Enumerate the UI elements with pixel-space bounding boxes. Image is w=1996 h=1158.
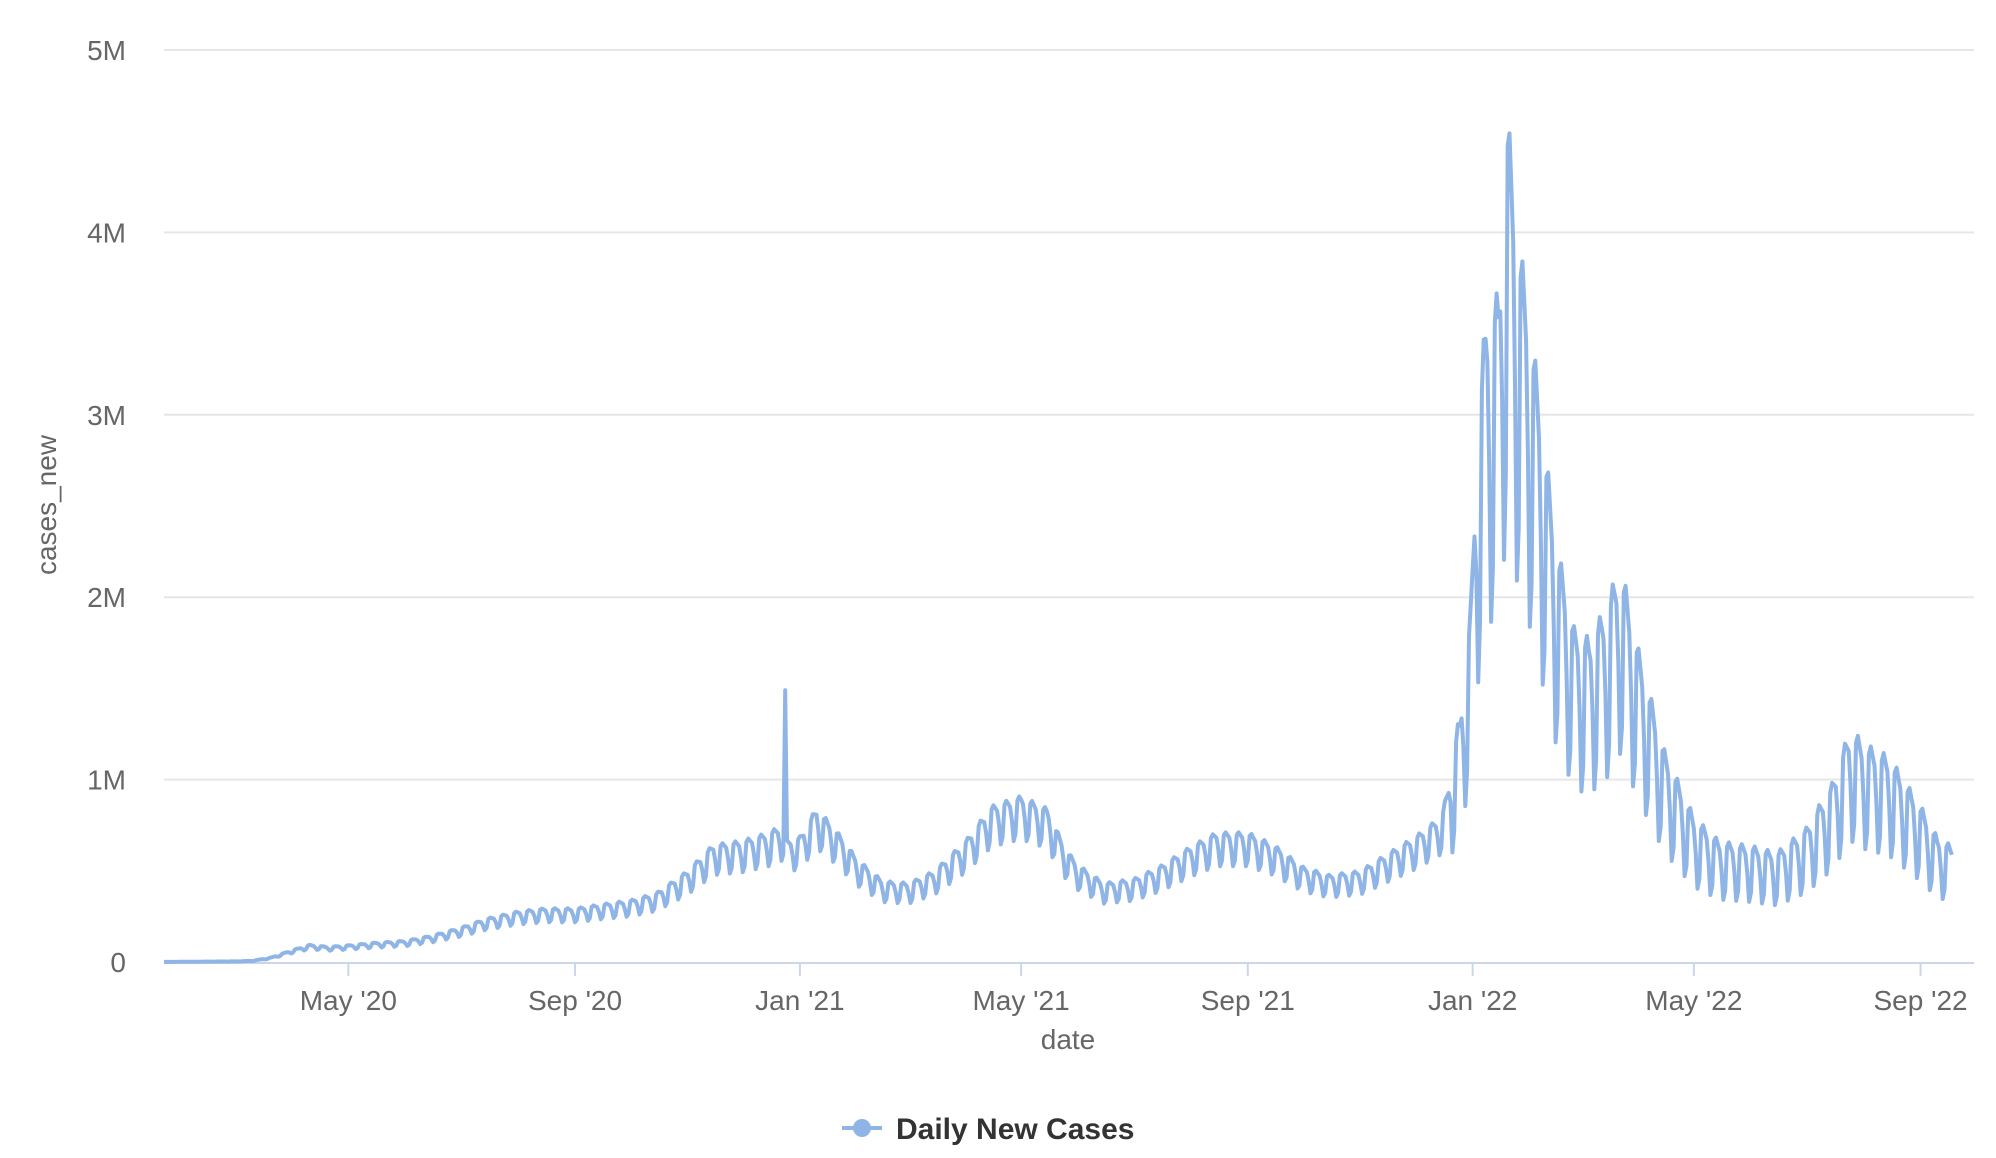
legend-point-marker — [853, 1119, 871, 1137]
y-tick-label: 5M — [87, 35, 126, 66]
legend[interactable]: Daily New Cases — [842, 1113, 1134, 1146]
x-tick-label: Sep '20 — [528, 985, 622, 1016]
legend-entry-daily-new-cases: Daily New Cases — [896, 1113, 1134, 1146]
y-tick-label: 2M — [87, 582, 126, 613]
x-axis: May '20 Sep '20 Jan '21 May '21 Sep '21 Jan '… — [164, 962, 1974, 1016]
x-tick-label: Jan '21 — [755, 985, 844, 1016]
y-tick-label: 1M — [87, 765, 126, 796]
y-tick-label: 0 — [110, 947, 126, 978]
y-tick-label: 3M — [87, 400, 126, 431]
series-layer — [163, 131, 1954, 964]
x-tick-label: May '22 — [1645, 985, 1742, 1016]
y-axis: 0 1M 2M 3M 4M 5M — [87, 35, 126, 978]
y-axis-title: cases_new — [31, 434, 62, 575]
x-tick-label: May '20 — [300, 985, 397, 1016]
x-tick-label: Sep '22 — [1874, 985, 1968, 1016]
x-axis-title: date — [1041, 1024, 1096, 1055]
x-tick-label: Sep '21 — [1201, 985, 1295, 1016]
x-tick-label: May '21 — [972, 985, 1069, 1016]
y-tick-label: 4M — [87, 217, 126, 248]
grid-lines — [164, 49, 1974, 781]
series-line-daily-new-cases[interactable] — [163, 131, 1954, 964]
x-tick-label: Jan '22 — [1428, 985, 1517, 1016]
